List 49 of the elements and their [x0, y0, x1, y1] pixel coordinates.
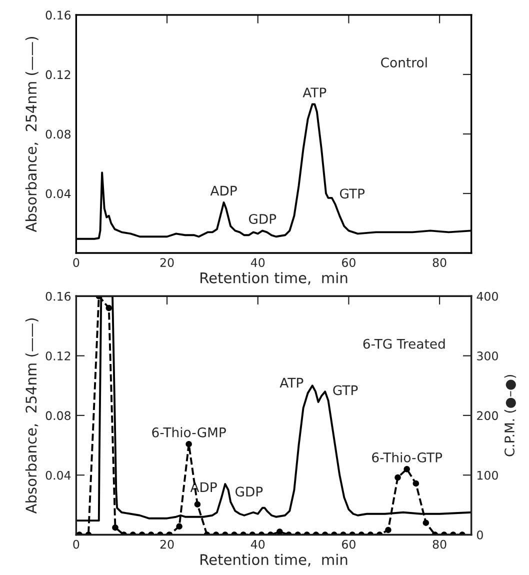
- point: [385, 526, 392, 534]
- y-tick-label: 0.12: [46, 352, 70, 360]
- x-tick-label: 20: [160, 540, 174, 549]
- y2-tick-label: 200: [477, 411, 498, 420]
- point: [186, 440, 192, 448]
- point: [194, 501, 201, 508]
- annotation: ADP: [210, 186, 237, 196]
- x-axis-title: Retention time, min: [200, 554, 348, 567]
- x-tick-label: 40: [250, 258, 265, 267]
- x-tick-label: 40: [250, 540, 265, 549]
- x-tick-label: 20: [160, 258, 174, 267]
- y2-tick-label: 100: [477, 470, 498, 480]
- x-tick-label: 0: [73, 540, 80, 549]
- y-tick-label: 0.08: [46, 130, 71, 139]
- y2-tick-label: 400: [476, 292, 498, 301]
- annotation: GDP: [236, 486, 263, 497]
- x-tick-label: 80: [432, 540, 446, 549]
- y-tick-label: 0.04: [46, 470, 71, 480]
- annotation: GTP: [340, 188, 365, 199]
- x-axis-title: Retention time, min: [200, 272, 348, 285]
- x-tick-label: 60: [342, 540, 356, 549]
- y-tick-label: 0.12: [46, 70, 70, 80]
- y-tick-label: 0.04: [46, 189, 71, 198]
- annotation: ATP: [302, 88, 326, 98]
- y-tick-label: 0.08: [46, 411, 71, 420]
- point: [412, 480, 420, 487]
- point: [404, 466, 410, 472]
- x-tick-label: 60: [342, 258, 356, 267]
- x-tick-label: 80: [432, 258, 446, 267]
- annotation: GDP: [248, 214, 276, 224]
- annotation: Control: [381, 57, 427, 68]
- x-tick-label: 0: [73, 258, 80, 267]
- y2-tick-label: 300: [477, 352, 498, 360]
- annotation: ATP: [280, 378, 304, 388]
- point: [176, 523, 182, 530]
- point: [394, 474, 401, 481]
- y-tick-label: 0.16: [46, 10, 71, 20]
- y-axis-title: Absorbance, 254nm (——): [25, 36, 38, 232]
- point: [112, 524, 118, 531]
- point: [422, 520, 430, 526]
- annotation: 6-TG Treated: [363, 338, 445, 349]
- y2-tick-label: 0: [476, 530, 483, 540]
- annotation: ADP: [190, 482, 217, 492]
- y-axis-title: Absorbance, 254nm (——): [25, 318, 38, 514]
- annotation: 6-Thio-GMP: [152, 427, 226, 438]
- y-tick-label: 0.16: [46, 292, 71, 301]
- annotation: GTP: [333, 385, 358, 396]
- y2-axis-title: C.P.M. (●–●): [504, 374, 516, 456]
- annotation: 6-Thio-GTP: [372, 452, 442, 462]
